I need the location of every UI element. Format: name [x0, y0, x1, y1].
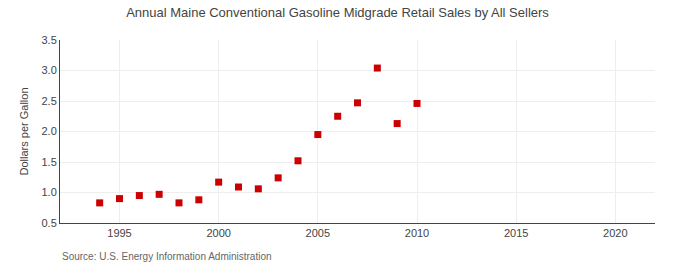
svg-text:2000: 2000 [206, 227, 230, 239]
svg-text:2010: 2010 [405, 227, 429, 239]
svg-text:1995: 1995 [107, 227, 131, 239]
svg-text:1.0: 1.0 [42, 186, 57, 198]
svg-text:Annual Maine Conventional Gaso: Annual Maine Conventional Gasoline Midgr… [126, 5, 549, 20]
svg-text:2005: 2005 [306, 227, 330, 239]
svg-text:2.0: 2.0 [42, 125, 57, 137]
svg-text:0.5: 0.5 [42, 217, 57, 229]
svg-text:Source: U.S. Energy Informatio: Source: U.S. Energy Information Administ… [62, 251, 272, 262]
svg-text:3.5: 3.5 [42, 34, 57, 46]
svg-text:3.0: 3.0 [42, 64, 57, 76]
svg-text:1.5: 1.5 [42, 156, 57, 168]
svg-text:2.5: 2.5 [42, 95, 57, 107]
svg-text:2020: 2020 [603, 227, 627, 239]
svg-text:Dollars per Gallon: Dollars per Gallon [18, 87, 30, 175]
svg-text:2015: 2015 [504, 227, 528, 239]
